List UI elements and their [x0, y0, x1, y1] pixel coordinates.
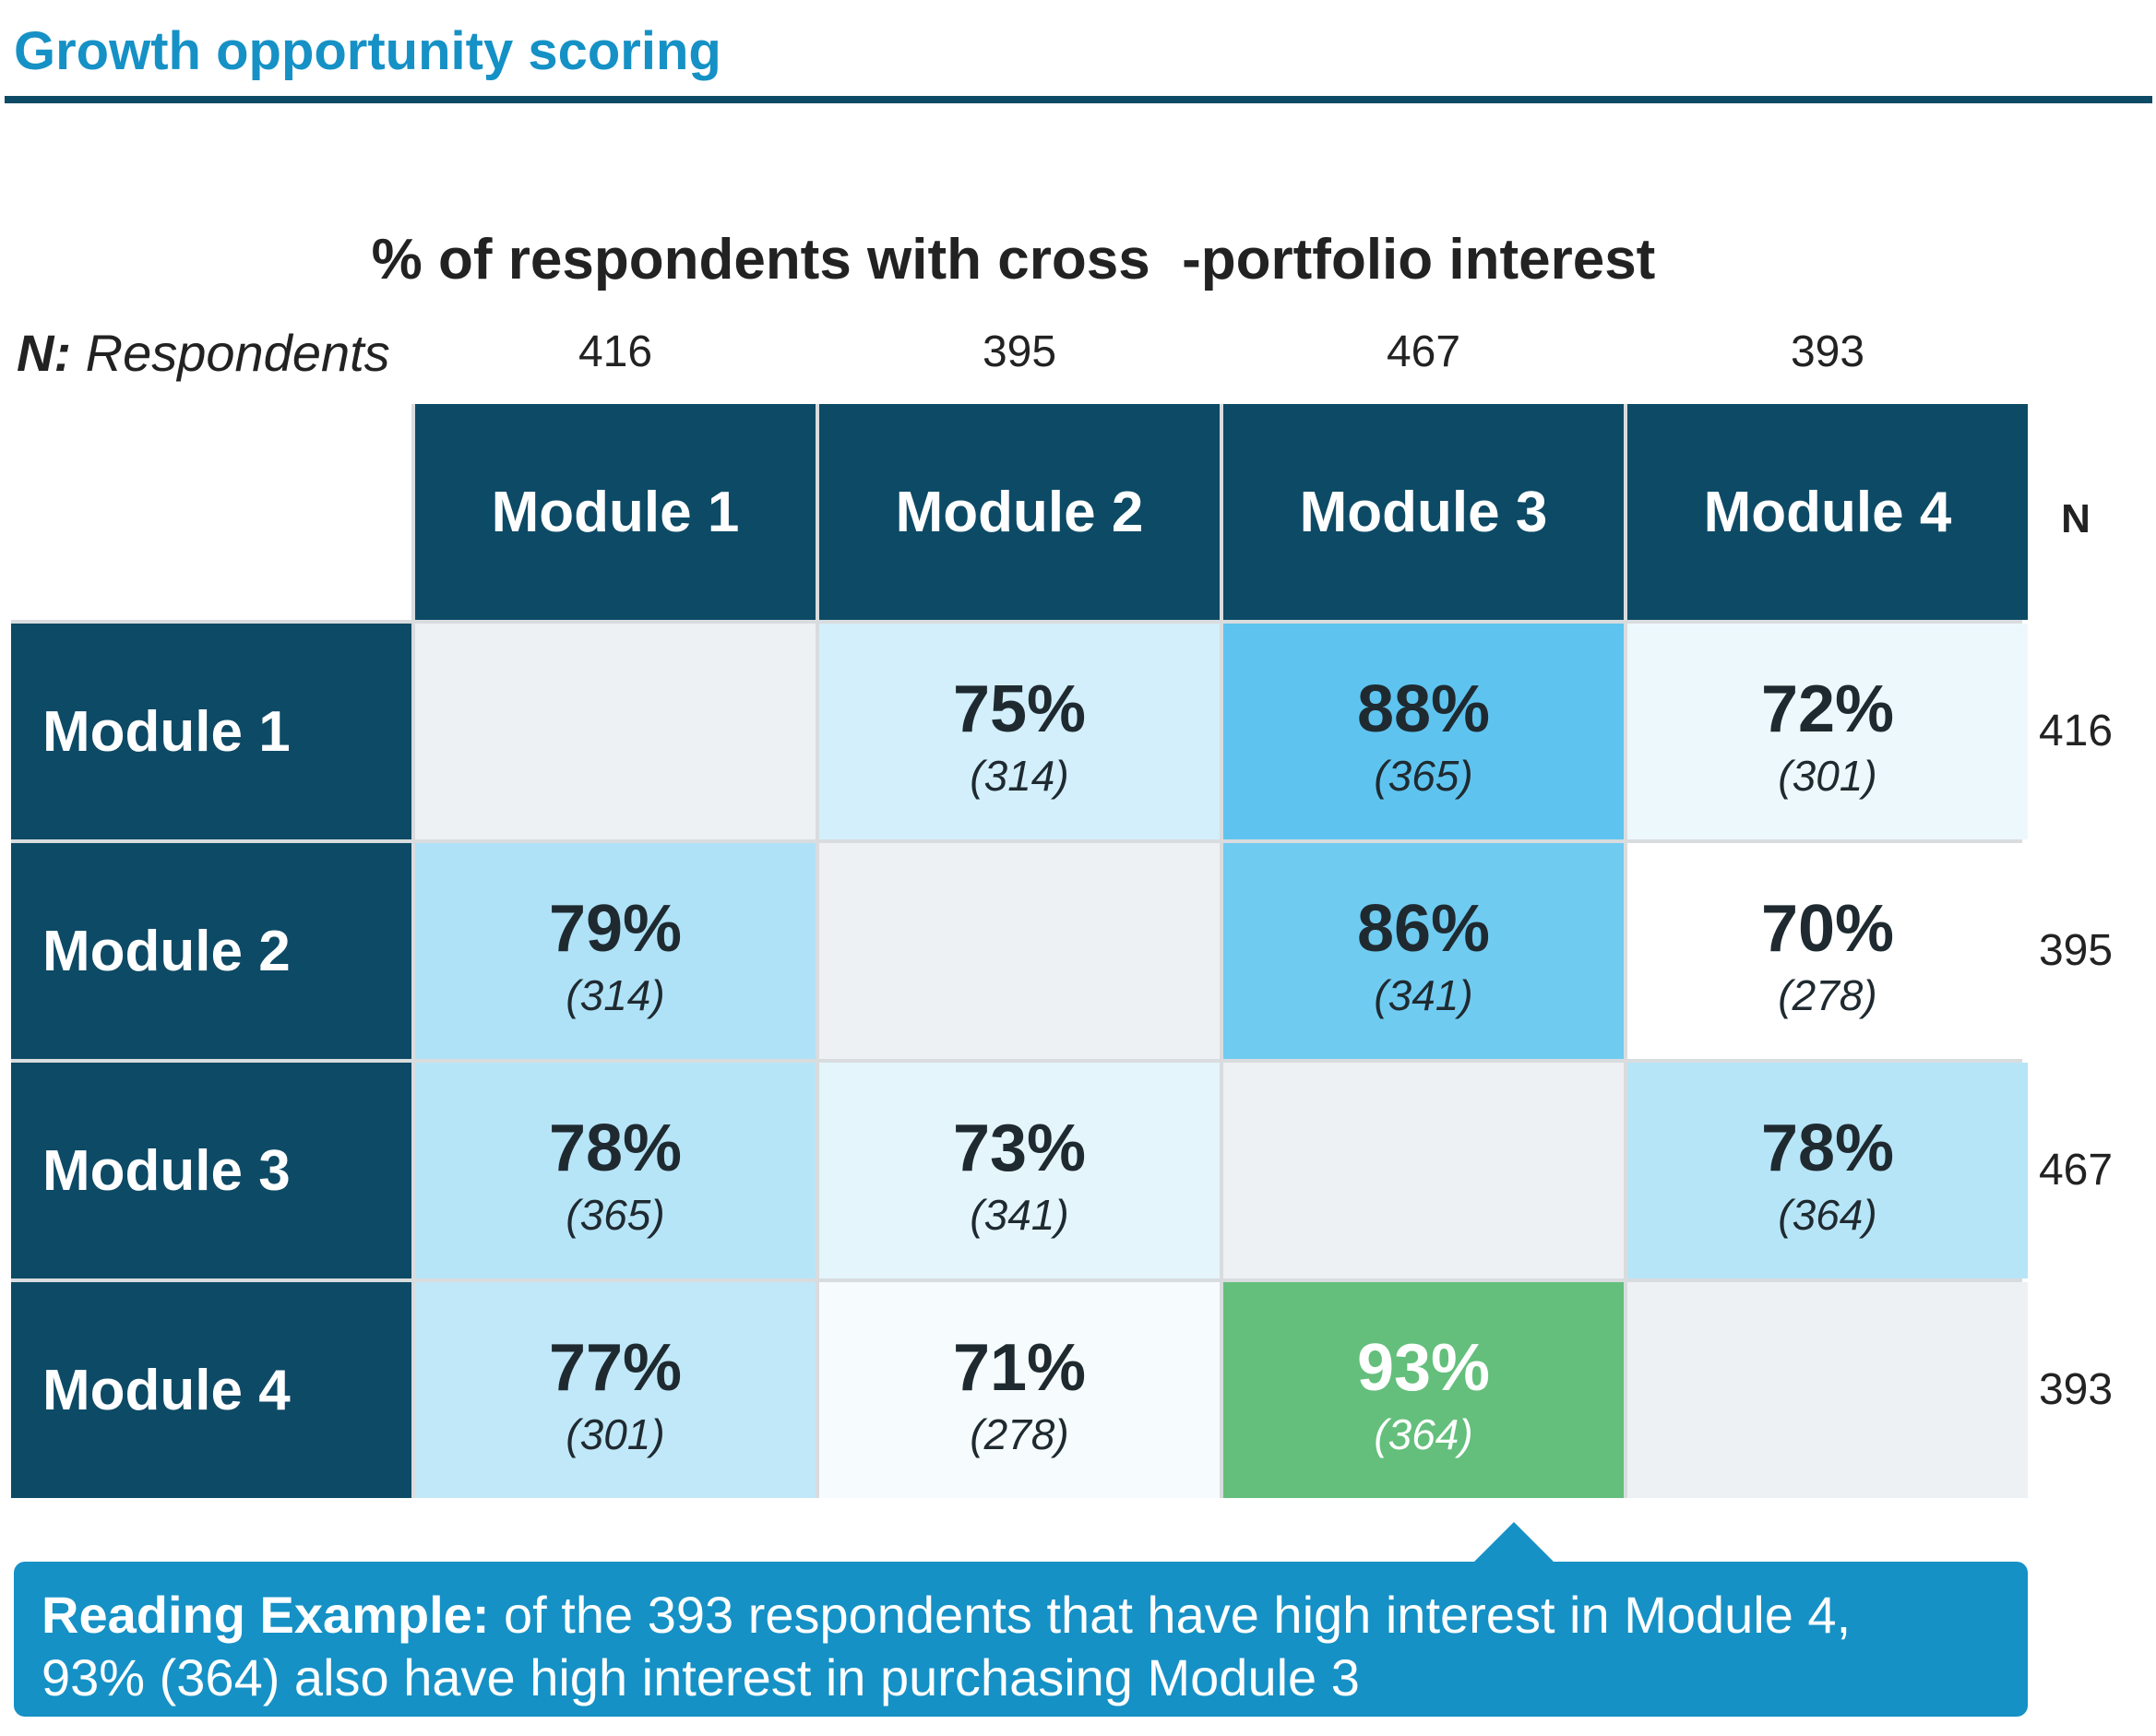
- respondents-label-text: Respondents: [71, 324, 390, 382]
- column-n-1: 416: [578, 327, 653, 376]
- heatmap-cell: 78% (365): [415, 1063, 816, 1278]
- row-n-2: 395: [2038, 926, 2114, 975]
- cell-percent: 73%: [952, 1112, 1087, 1185]
- respondents-label-bold: N:: [17, 324, 72, 382]
- heatmap-cell-empty: [415, 624, 816, 839]
- cell-percent: 79%: [548, 892, 683, 966]
- heatmap-cell: 88% (365): [1223, 624, 1624, 839]
- heatmap-grid: Module 1 Module 2 Module 3 Module 4 Module 1…: [11, 404, 2028, 1498]
- cell-count: (341): [1374, 971, 1473, 1019]
- cell-count: (364): [1778, 1191, 1877, 1239]
- cell-count: (364): [1374, 1410, 1473, 1458]
- heatmap-cell: 79% (314): [415, 843, 816, 1059]
- row-n-4: 393: [2038, 1365, 2114, 1414]
- cell-count: (365): [566, 1191, 665, 1239]
- chart-title: % of respondents with cross -portfolio i…: [0, 227, 2156, 292]
- column-n-3: 467: [1386, 327, 1461, 376]
- cell-count: (341): [970, 1191, 1069, 1239]
- cell-percent: 72%: [1760, 672, 1895, 746]
- heatmap-cell: 72% (301): [1627, 624, 2028, 839]
- cell-percent: 88%: [1356, 672, 1491, 746]
- row-n-3: 467: [2038, 1146, 2114, 1195]
- row-n-1: 416: [2038, 707, 2114, 755]
- callout-bold: Reading Example:: [42, 1586, 490, 1644]
- cell-percent: 78%: [548, 1112, 683, 1185]
- row-header-2: Module 2: [11, 843, 411, 1059]
- cell-count: (314): [566, 971, 665, 1019]
- title-divider: [5, 96, 2152, 103]
- cell-percent: 75%: [952, 672, 1087, 746]
- callout-pointer: [1473, 1522, 1554, 1563]
- heatmap-cell: 77% (301): [415, 1282, 816, 1498]
- cell-percent: 71%: [952, 1331, 1087, 1405]
- page-title: Growth opportunity scoring: [14, 21, 721, 81]
- heatmap-cell: 73% (341): [819, 1063, 1220, 1278]
- column-header-1: Module 1: [415, 404, 816, 620]
- cell-count: (301): [566, 1410, 665, 1458]
- cell-percent: 93%: [1356, 1331, 1491, 1405]
- heatmap-cell-empty: [1627, 1282, 2028, 1498]
- row-header-3: Module 3: [11, 1063, 411, 1278]
- respondents-label: N: Respondents: [17, 323, 390, 383]
- heatmap-cell: 75% (314): [819, 624, 1220, 839]
- row-header-4: Module 4: [11, 1282, 411, 1498]
- cell-count: (278): [970, 1410, 1069, 1458]
- callout-line2: 93% (364) also have high interest in pur…: [42, 1648, 1360, 1706]
- cell-count: (365): [1374, 752, 1473, 800]
- column-n-2: 395: [982, 327, 1057, 376]
- cell-percent: 77%: [548, 1331, 683, 1405]
- cell-count: (301): [1778, 752, 1877, 800]
- callout-line1: of the 393 respondents that have high in…: [489, 1586, 1852, 1644]
- column-header-3: Module 3: [1223, 404, 1624, 620]
- heatmap-cell-empty: [819, 843, 1220, 1059]
- heatmap-cell: 78% (364): [1627, 1063, 2028, 1278]
- cell-percent: 70%: [1760, 892, 1895, 966]
- cell-percent: 86%: [1356, 892, 1491, 966]
- cell-count: (278): [1778, 971, 1877, 1019]
- heatmap-cell: 70% (278): [1627, 843, 2028, 1059]
- column-n-4: 393: [1790, 327, 1865, 376]
- corner-blank: [11, 404, 411, 620]
- row-header-1: Module 1: [11, 624, 411, 839]
- reading-example-callout: Reading Example: of the 393 respondents …: [14, 1562, 2028, 1717]
- column-header-2: Module 2: [819, 404, 1220, 620]
- chart-title-text: % of respondents with cross -portfolio i…: [371, 228, 1656, 291]
- heatmap-cell-empty: [1223, 1063, 1624, 1278]
- heatmap-cell: 86% (341): [1223, 843, 1624, 1059]
- column-header-4: Module 4: [1627, 404, 2028, 620]
- cell-percent: 78%: [1760, 1112, 1895, 1185]
- heatmap-cell: 93% (364): [1223, 1282, 1624, 1498]
- heatmap-cell: 71% (278): [819, 1282, 1220, 1498]
- cell-count: (314): [970, 752, 1069, 800]
- row-n-header: N: [2061, 496, 2090, 541]
